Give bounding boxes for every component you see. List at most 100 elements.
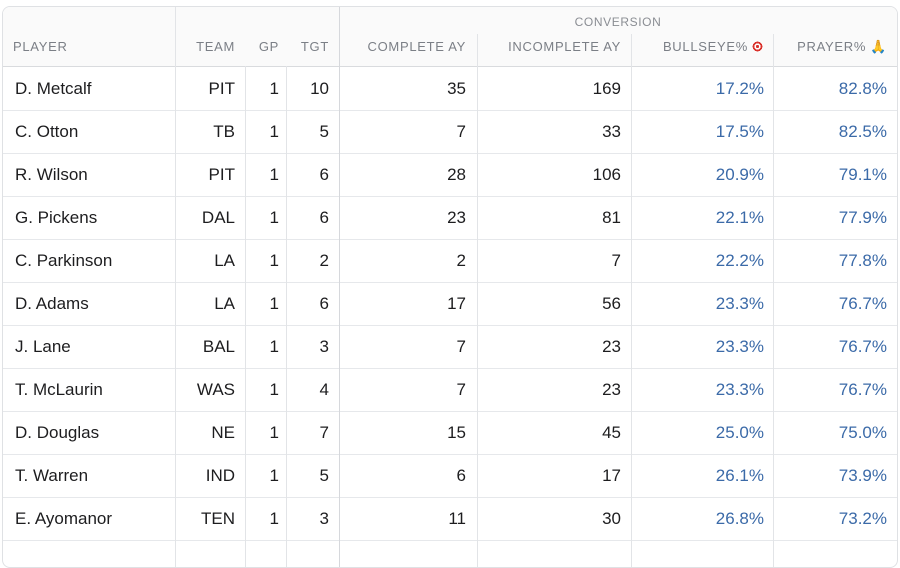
cell-complete-ay: 7 xyxy=(456,380,466,399)
cell-bullseye: 23.3% xyxy=(715,294,764,313)
cell-tgt: 10 xyxy=(310,79,329,98)
cell-incomplete-ay: 30 xyxy=(602,509,621,528)
cell-gp: 1 xyxy=(269,337,279,356)
cell-player: T. McLaurin xyxy=(15,380,103,399)
table-row[interactable]: T. McLaurin WAS 1 4 7 23 23.3% 76.7% xyxy=(3,368,897,412)
cell-gp: 1 xyxy=(269,509,279,528)
cell-player: C. Otton xyxy=(15,122,79,141)
cell-gp: 1 xyxy=(269,165,279,184)
column-header-prayer[interactable]: PRAYER% 🙏 xyxy=(775,39,887,54)
cell-prayer: 73.9% xyxy=(838,466,887,485)
column-header-player[interactable]: PLAYER xyxy=(13,39,68,54)
cell-prayer: 77.9% xyxy=(838,208,887,227)
column-divider xyxy=(773,34,774,567)
cell-gp: 1 xyxy=(269,79,279,98)
cell-complete-ay: 23 xyxy=(447,208,466,227)
cell-tgt: 5 xyxy=(319,466,329,485)
cell-bullseye: 22.2% xyxy=(715,251,764,270)
cell-player: R. Wilson xyxy=(15,165,88,184)
cell-prayer: 82.5% xyxy=(838,122,887,141)
cell-gp: 1 xyxy=(269,423,279,442)
cell-player: J. Lane xyxy=(15,337,71,356)
cell-tgt: 6 xyxy=(319,165,329,184)
column-header-gp[interactable]: GP xyxy=(243,39,279,54)
cell-team: PIT xyxy=(208,165,235,184)
cell-team: LA xyxy=(214,294,235,313)
cell-bullseye: 23.3% xyxy=(715,380,764,399)
cell-incomplete-ay: 23 xyxy=(602,380,621,399)
table-row[interactable]: D. Metcalf PIT 1 10 35 169 17.2% 82.8% xyxy=(3,67,897,111)
cell-complete-ay: 2 xyxy=(456,251,466,270)
target-icon xyxy=(752,41,763,52)
cell-tgt: 6 xyxy=(319,208,329,227)
column-header-label: GP xyxy=(258,39,279,54)
cell-complete-ay: 7 xyxy=(456,337,466,356)
column-header-label: TGT xyxy=(300,39,329,54)
cell-team: LA xyxy=(214,251,235,270)
cell-prayer: 76.7% xyxy=(838,337,887,356)
cell-bullseye: 17.5% xyxy=(715,122,764,141)
cell-complete-ay: 17 xyxy=(447,294,466,313)
column-header-team[interactable]: TEAM xyxy=(177,39,235,54)
cell-bullseye: 22.1% xyxy=(715,208,764,227)
cell-incomplete-ay: 45 xyxy=(602,423,621,442)
cell-bullseye: 25.0% xyxy=(715,423,764,442)
cell-complete-ay: 28 xyxy=(447,165,466,184)
cell-complete-ay: 35 xyxy=(447,79,466,98)
cell-tgt: 2 xyxy=(319,251,329,270)
column-header-label: COMPLETE AY xyxy=(367,39,466,54)
cell-gp: 1 xyxy=(269,294,279,313)
table-row[interactable]: J. Lane BAL 1 3 7 23 23.3% 76.7% xyxy=(3,325,897,369)
table-row[interactable]: E. Ayomanor TEN 1 3 11 30 26.8% 73.2% xyxy=(3,497,897,541)
cell-incomplete-ay: 56 xyxy=(602,294,621,313)
cell-player: E. Ayomanor xyxy=(15,509,113,528)
column-header-complete-ay[interactable]: COMPLETE AY xyxy=(348,39,466,54)
cell-team: BAL xyxy=(202,337,235,356)
cell-player: C. Parkinson xyxy=(15,251,113,270)
table-row[interactable]: T. Warren IND 1 5 6 17 26.1% 73.9% xyxy=(3,454,897,498)
table-row[interactable]: C. Otton TB 1 5 7 33 17.5% 82.5% xyxy=(3,110,897,154)
cell-team: PIT xyxy=(208,79,235,98)
table-row[interactable]: D. Douglas NE 1 7 15 45 25.0% 75.0% xyxy=(3,411,897,455)
stats-table: CONVERSION PLAYER TEAM GP TGT COMPLETE A… xyxy=(2,6,898,568)
cell-incomplete-ay: 7 xyxy=(611,251,621,270)
cell-team: TB xyxy=(213,122,235,141)
column-header-bullseye[interactable]: BULLSEYE% xyxy=(633,39,763,54)
column-header-label: TEAM xyxy=(196,39,235,54)
cell-incomplete-ay: 33 xyxy=(602,122,621,141)
cell-incomplete-ay: 23 xyxy=(602,337,621,356)
table-row[interactable]: D. Adams LA 1 6 17 56 23.3% 76.7% xyxy=(3,282,897,326)
cell-prayer: 73.2% xyxy=(838,509,887,528)
cell-complete-ay: 6 xyxy=(456,466,466,485)
cell-incomplete-ay: 81 xyxy=(602,208,621,227)
cell-prayer: 76.7% xyxy=(838,294,887,313)
table-row[interactable]: G. Pickens DAL 1 6 23 81 22.1% 77.9% xyxy=(3,196,897,240)
column-divider xyxy=(631,34,632,567)
column-header-label: INCOMPLETE AY xyxy=(508,39,621,54)
column-header-tgt[interactable]: TGT xyxy=(287,39,329,54)
cell-bullseye: 20.9% xyxy=(715,165,764,184)
table-row[interactable]: C. Parkinson LA 1 2 2 7 22.2% 77.8% xyxy=(3,239,897,283)
column-divider xyxy=(245,66,246,567)
cell-tgt: 3 xyxy=(319,337,329,356)
cell-player: G. Pickens xyxy=(15,208,98,227)
column-header-label: PRAYER% xyxy=(797,39,867,54)
column-header-label: PLAYER xyxy=(13,39,68,54)
cell-prayer: 79.1% xyxy=(838,165,887,184)
table-row[interactable]: R. Wilson PIT 1 6 28 106 20.9% 79.1% xyxy=(3,153,897,197)
conversion-group-header: CONVERSION xyxy=(574,15,662,29)
cell-prayer: 82.8% xyxy=(838,79,887,98)
cell-bullseye: 17.2% xyxy=(715,79,764,98)
cell-complete-ay: 7 xyxy=(456,122,466,141)
cell-tgt: 4 xyxy=(319,380,329,399)
cell-complete-ay: 11 xyxy=(448,509,466,528)
cell-team: TEN xyxy=(201,509,235,528)
cell-tgt: 6 xyxy=(319,294,329,313)
cell-tgt: 7 xyxy=(319,423,329,442)
cell-player: D. Adams xyxy=(15,294,89,313)
cell-incomplete-ay: 106 xyxy=(592,165,621,184)
column-header-incomplete-ay[interactable]: INCOMPLETE AY xyxy=(481,39,621,54)
column-header-label: BULLSEYE% xyxy=(662,39,748,54)
cell-team: NE xyxy=(211,423,235,442)
cell-complete-ay: 15 xyxy=(447,423,466,442)
